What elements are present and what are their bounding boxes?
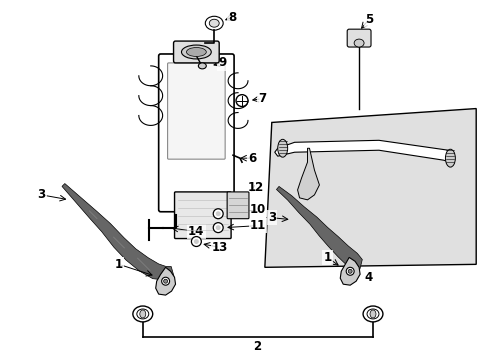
Text: 2: 2 [252,340,261,353]
FancyBboxPatch shape [167,63,224,159]
Ellipse shape [198,63,206,69]
Ellipse shape [215,211,220,216]
Ellipse shape [213,209,223,219]
Polygon shape [155,267,175,295]
Ellipse shape [209,19,219,27]
Text: 10: 10 [249,203,265,216]
Text: 14: 14 [188,225,204,238]
Ellipse shape [140,310,145,318]
Ellipse shape [346,267,353,275]
Ellipse shape [236,95,247,107]
Ellipse shape [353,39,364,47]
Text: 1: 1 [323,251,331,264]
Ellipse shape [133,306,152,322]
Polygon shape [264,109,475,267]
Polygon shape [274,140,453,162]
Text: 3: 3 [267,211,275,224]
Ellipse shape [205,16,223,30]
Ellipse shape [213,223,223,233]
Polygon shape [276,186,362,269]
FancyBboxPatch shape [346,29,370,47]
Polygon shape [297,148,319,200]
Ellipse shape [347,269,351,273]
Ellipse shape [162,277,169,285]
Text: 7: 7 [257,92,265,105]
FancyBboxPatch shape [173,41,219,63]
Ellipse shape [163,279,167,283]
Text: 1: 1 [115,258,123,271]
Ellipse shape [181,45,211,59]
Text: 9: 9 [218,57,226,69]
Text: 13: 13 [212,241,228,254]
Text: 11: 11 [249,219,265,232]
Ellipse shape [191,237,201,247]
FancyBboxPatch shape [174,192,231,239]
Ellipse shape [366,309,378,319]
Text: 8: 8 [227,11,236,24]
Text: 6: 6 [247,152,256,165]
Text: 4: 4 [364,271,372,284]
Text: 5: 5 [364,13,372,26]
Ellipse shape [186,48,206,57]
Ellipse shape [137,309,148,319]
Ellipse shape [194,239,199,244]
Ellipse shape [369,310,375,318]
Text: 3: 3 [38,188,45,201]
Ellipse shape [277,139,287,157]
Polygon shape [62,184,174,280]
FancyBboxPatch shape [226,192,248,219]
Ellipse shape [445,149,454,167]
Ellipse shape [215,225,220,230]
Ellipse shape [362,306,382,322]
Polygon shape [340,257,359,285]
Text: 12: 12 [247,181,264,194]
FancyBboxPatch shape [158,54,234,212]
